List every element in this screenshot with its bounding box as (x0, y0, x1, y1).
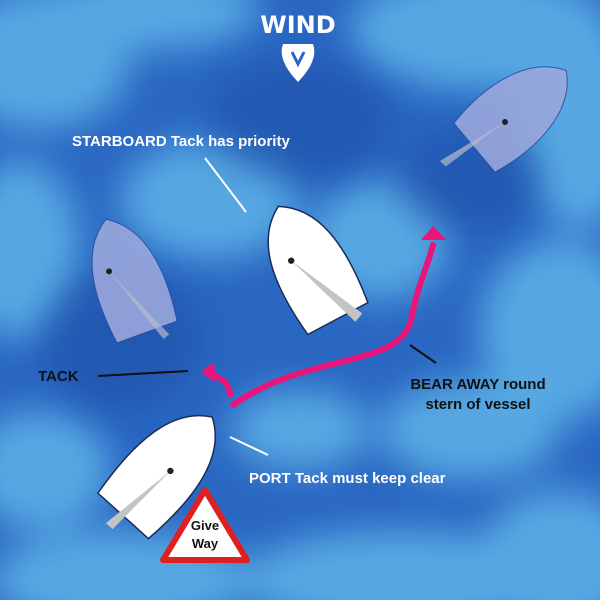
sail-port-boat (105, 470, 171, 530)
ghost-boat-top-right (439, 66, 568, 173)
bear-away-label-line1: BEAR AWAY round (410, 376, 545, 393)
tack-label: TACK (38, 368, 79, 385)
ghost-boat-left (91, 218, 178, 344)
maneuver-arrows (201, 226, 446, 408)
give-way-sign: Give Way (160, 487, 250, 563)
wind-indicator: WIND (260, 11, 336, 82)
give-way-line2: Way (192, 536, 219, 551)
tack-leader-line (97, 370, 189, 377)
bear-away-arrowhead-icon (421, 226, 446, 240)
bear-away-label-line2: stern of vessel (425, 396, 530, 413)
tack-arrowhead-icon (201, 362, 216, 383)
bear-away-arrow-path (230, 242, 436, 408)
port-label: PORT Tack must keep clear (249, 470, 446, 487)
sail-ghost-top-right (439, 122, 505, 167)
starboard-label: STARBOARD Tack has priority (72, 133, 290, 150)
tack-arrow-path (211, 373, 233, 398)
port-boat (96, 415, 217, 540)
give-way-triangle-icon (160, 487, 250, 563)
sail-starboard-boat (291, 260, 363, 322)
wind-label: WIND (260, 11, 335, 39)
leader-lines (97, 157, 437, 456)
sail-ghost-left (109, 271, 170, 339)
bear-away-leader-line (409, 344, 437, 364)
port-leader-line (229, 436, 269, 456)
starboard-boat (267, 205, 369, 336)
give-way-line1: Give (191, 518, 219, 533)
starboard-leader-line (204, 157, 247, 213)
